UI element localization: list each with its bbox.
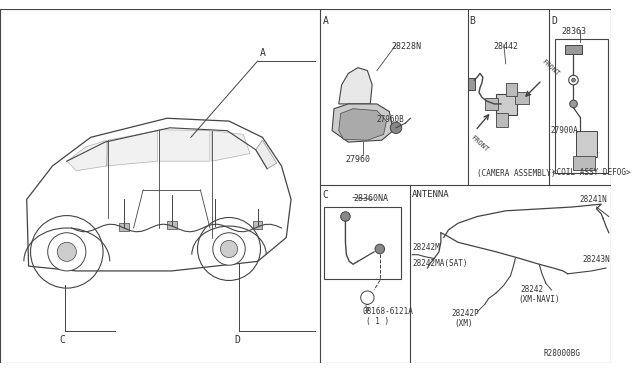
Text: 08168-6121A: 08168-6121A (363, 307, 413, 316)
Text: R28000BG: R28000BG (544, 349, 581, 358)
Text: (XM-NAVI): (XM-NAVI) (518, 295, 560, 304)
Text: 28363: 28363 (561, 27, 586, 36)
Text: 28242P: 28242P (451, 309, 479, 318)
Circle shape (390, 122, 402, 134)
Text: FRONT: FRONT (470, 134, 490, 153)
Text: 28360NA: 28360NA (353, 194, 388, 203)
Polygon shape (339, 109, 387, 140)
Circle shape (340, 212, 350, 221)
Text: 27960B: 27960B (377, 115, 404, 124)
Circle shape (570, 100, 577, 108)
Circle shape (57, 242, 76, 262)
Text: 28242M: 28242M (412, 243, 440, 252)
Polygon shape (159, 130, 210, 161)
Polygon shape (212, 131, 250, 161)
Bar (468, 78, 476, 90)
Text: A: A (260, 48, 266, 58)
Bar (324, 207, 401, 279)
Text: ( 1 ): ( 1 ) (367, 317, 390, 326)
Text: C: C (323, 190, 328, 200)
Text: S: S (365, 304, 369, 313)
Text: 28228N: 28228N (391, 42, 421, 51)
Text: D: D (235, 335, 241, 345)
Text: FRONT: FRONT (541, 58, 561, 77)
Polygon shape (67, 140, 107, 171)
Text: (XM): (XM) (454, 319, 473, 328)
Text: 28442: 28442 (493, 42, 518, 51)
Polygon shape (332, 104, 393, 142)
Polygon shape (256, 140, 276, 169)
Bar (496, 113, 508, 127)
Bar (496, 94, 517, 115)
Text: 28241N: 28241N (579, 195, 607, 204)
Text: D: D (552, 16, 557, 26)
Circle shape (375, 244, 385, 254)
Polygon shape (107, 131, 157, 166)
Circle shape (212, 233, 245, 265)
Polygon shape (339, 68, 372, 104)
Bar (573, 156, 595, 170)
Text: 28242MA(SAT): 28242MA(SAT) (412, 260, 468, 269)
Bar (577, 131, 597, 157)
Text: C: C (59, 335, 65, 345)
Text: 28243N: 28243N (582, 255, 610, 264)
Text: ANTENNA: ANTENNA (412, 190, 450, 199)
Circle shape (572, 78, 575, 82)
Bar (565, 45, 582, 54)
Bar (515, 93, 529, 104)
Bar (167, 221, 177, 229)
Bar (253, 221, 262, 229)
Text: <COIL ASSY DEFOG>: <COIL ASSY DEFOG> (552, 169, 630, 177)
Text: A: A (323, 16, 328, 26)
Circle shape (48, 233, 86, 271)
Circle shape (220, 240, 237, 257)
Text: 28242: 28242 (520, 285, 543, 294)
Text: 27960: 27960 (346, 155, 371, 164)
Bar (484, 98, 498, 110)
Bar (506, 83, 517, 96)
Bar (119, 223, 129, 231)
Text: 27900A: 27900A (550, 126, 579, 135)
Text: B: B (470, 16, 476, 26)
Text: (CAMERA ASSEMBLY): (CAMERA ASSEMBLY) (477, 169, 556, 178)
Bar (556, 39, 608, 173)
